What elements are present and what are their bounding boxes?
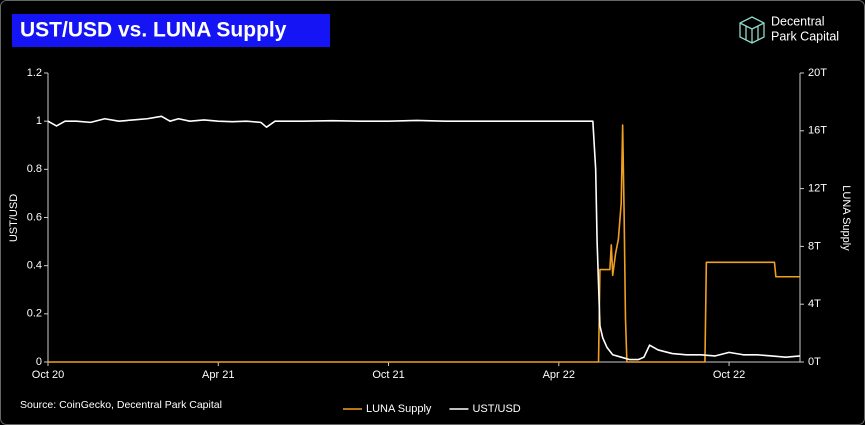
y-tick-label: 0 — [36, 356, 42, 368]
y2-tick-label: 16T — [808, 125, 827, 137]
y-tick-label: 0.4 — [27, 260, 42, 272]
y-axis-label: UST/USD — [8, 194, 20, 242]
y-tick-label: 1 — [36, 115, 42, 127]
legend-label: LUNA Supply — [366, 403, 432, 415]
title-box — [12, 14, 330, 47]
x-tick-label: Apr 22 — [543, 369, 575, 381]
y2-tick-label: 20T — [808, 67, 827, 79]
y2-tick-label: 4T — [808, 298, 821, 310]
x-tick-label: Oct 21 — [372, 369, 404, 381]
y-tick-label: 0.2 — [27, 308, 42, 320]
y-tick-label: 0.8 — [27, 163, 42, 175]
logo-text: Park Capital — [771, 29, 839, 43]
y2-tick-label: 8T — [808, 240, 821, 252]
series-line — [48, 124, 800, 363]
x-tick-label: Apr 21 — [202, 369, 234, 381]
chart-title: UST/USD vs. LUNA Supply — [20, 19, 287, 42]
logo-icon — [739, 16, 765, 44]
source-note: Source: CoinGecko, Decentral Park Capita… — [20, 399, 222, 411]
y-tick-label: 1.2 — [27, 67, 42, 79]
x-tick-label: Oct 22 — [713, 369, 745, 381]
logo-text: Decentral — [771, 14, 825, 28]
legend-label: UST/USD — [472, 403, 520, 415]
y2-tick-label: 0T — [808, 356, 821, 368]
series-line — [47, 115, 801, 361]
y2-axis-label: LUNA Supply — [840, 185, 852, 251]
x-tick-label: Oct 20 — [32, 369, 64, 381]
y2-tick-label: 12T — [808, 183, 827, 195]
y-tick-label: 0.6 — [27, 211, 42, 223]
